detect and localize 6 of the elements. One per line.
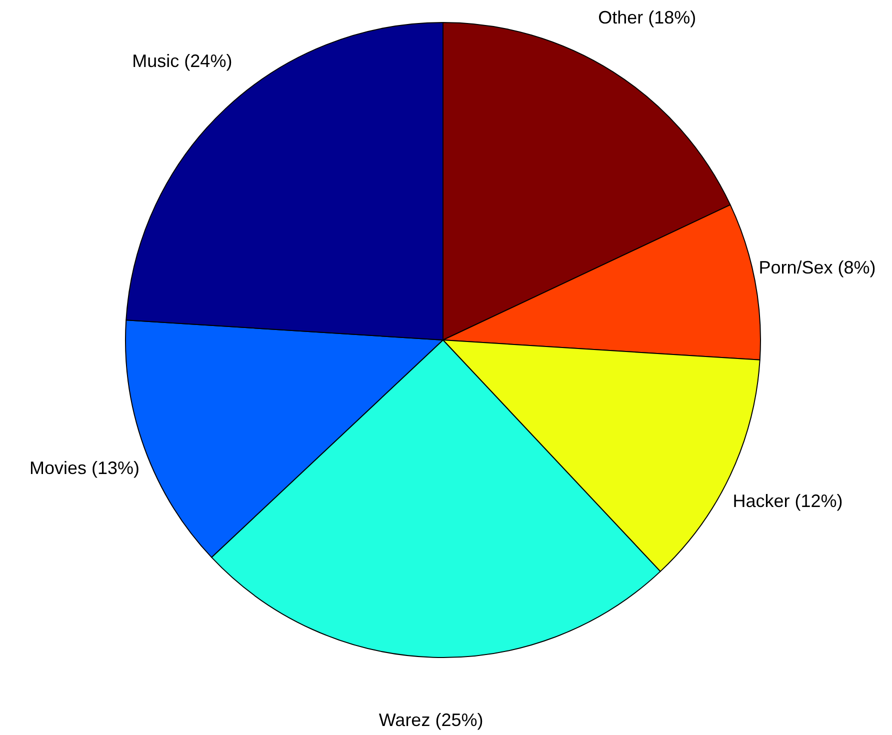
slice-label: Warez (25%)	[378, 710, 484, 730]
slice-label: Other (18%)	[598, 7, 696, 28]
slice-label: Movies (13%)	[30, 458, 140, 478]
slice-label: Hacker (12%)	[732, 491, 843, 512]
slice-label: Porn/Sex (8%)	[758, 258, 876, 278]
slice-label: Music (24%)	[132, 51, 232, 72]
